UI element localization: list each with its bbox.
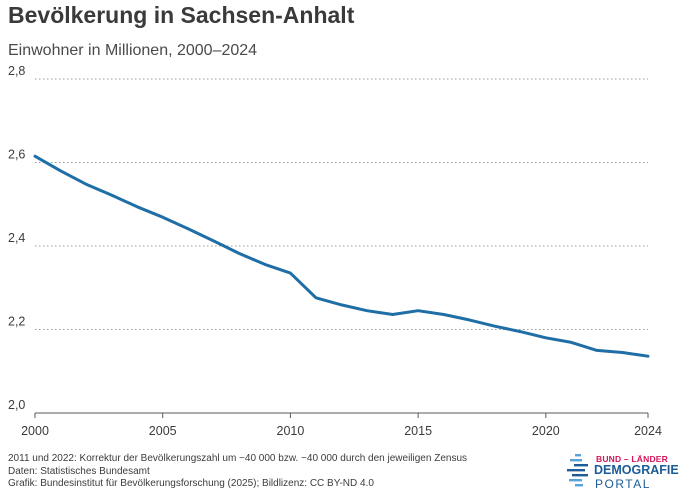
logo-mark-icon: [567, 454, 588, 487]
x-tick-label: 2015: [404, 424, 432, 438]
y-tick-label: 2,4: [8, 231, 25, 245]
footnote-text: 2011 und 2022: Korrektur der Bevölkerung…: [8, 453, 468, 464]
y-tick-label: 2,8: [8, 64, 25, 78]
series-line: [33, 154, 650, 358]
y-tick-label: 2,6: [8, 148, 25, 162]
demografie-portal-logo: BUND – LÄNDER DEMOGRAFIE PORTAL: [566, 453, 679, 495]
chart-footer: 2011 und 2022: Korrektur der Bevölkerung…: [8, 453, 467, 491]
x-tick-label: 2005: [149, 424, 177, 438]
chart-subtitle: Einwohner in Millionen, 2000–2024: [8, 42, 258, 59]
logo-text-top: BUND – LÄNDER: [596, 454, 669, 464]
source-text: Daten: Statistisches Bundesamt: [8, 465, 150, 477]
y-tick-label: 2,0: [8, 398, 25, 412]
y-tick-label: 2,2: [8, 315, 25, 329]
x-tick-label: 2010: [277, 424, 305, 438]
line-chart: 2,0 2,2 2,4 2,6 2,8 2000 2005 2010 2015 2020 2024: [8, 64, 662, 438]
credit-text: Grafik: Bundesinstitut für Bevölkerungsf…: [8, 478, 374, 489]
x-tick-label: 2020: [532, 424, 560, 438]
x-tick-label: 2000: [21, 424, 49, 438]
chart-title: Bevölkerung in Sachsen-Anhalt: [8, 2, 355, 28]
logo-text-mid: DEMOGRAFIE: [594, 463, 679, 477]
x-tick-label: 2024: [634, 424, 662, 438]
logo-text-bottom: PORTAL: [595, 477, 651, 491]
